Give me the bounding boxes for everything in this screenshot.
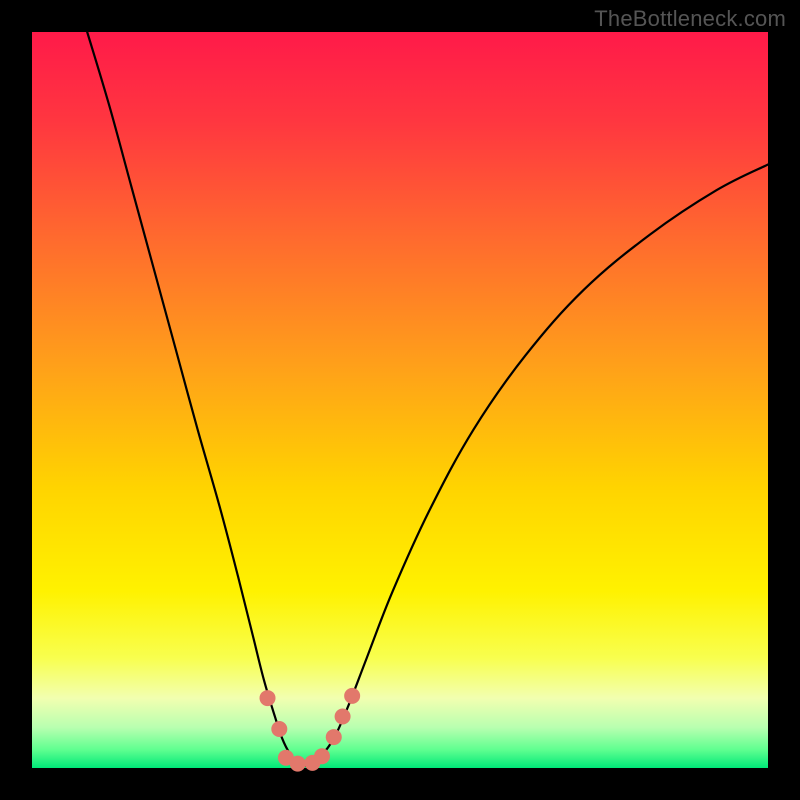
marker-point xyxy=(335,708,351,724)
marker-point xyxy=(314,748,330,764)
marker-point xyxy=(271,721,287,737)
marker-point xyxy=(344,688,360,704)
marker-point xyxy=(290,756,306,772)
plot-svg xyxy=(32,32,768,768)
marker-point xyxy=(260,690,276,706)
marker-point xyxy=(326,729,342,745)
marker-group xyxy=(260,688,361,772)
watermark-text: TheBottleneck.com xyxy=(594,6,786,32)
plot-area xyxy=(32,32,768,768)
bottleneck-curve xyxy=(87,32,768,766)
